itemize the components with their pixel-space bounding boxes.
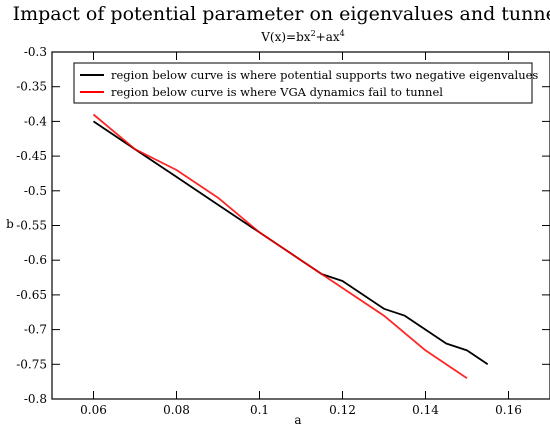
y-tick-label-3: -0.45 [16, 149, 47, 163]
series-line-1 [92, 113, 468, 379]
x-tick-label-5: 0.16 [495, 403, 522, 417]
subtitle-sup-1: 2 [311, 29, 316, 38]
y-tick-label-1: -0.35 [16, 80, 47, 94]
legend-label-0: region below curve is where potential su… [111, 68, 538, 82]
legend-box [73, 62, 533, 104]
plot-frame [51, 51, 550, 400]
y-tick-label-0: -0.3 [24, 45, 47, 59]
y-tick-label-5: -0.55 [16, 219, 47, 233]
chart-title: Impact of potential parameter on eigenva… [13, 3, 550, 25]
y-tick-label-9: -0.75 [16, 357, 47, 371]
y-tick-label-10: -0.8 [24, 392, 47, 406]
legend: region below curve is where potential su… [73, 62, 538, 104]
x-tick-label-3: 0.12 [329, 403, 356, 417]
x-tick-label-2: 0.1 [250, 403, 269, 417]
chart-subtitle: V(x)=bx2+ax4 [260, 29, 344, 44]
subtitle-middle: +ax [316, 30, 340, 44]
subtitle-prefix: V(x)=bx [260, 30, 311, 44]
subtitle-sup-2: 4 [340, 29, 345, 38]
y-tick-label-6: -0.6 [24, 253, 47, 267]
x-tick-label-0: 0.06 [80, 403, 107, 417]
y-tick-label-2: -0.4 [24, 114, 48, 128]
y-tick-label-8: -0.7 [24, 323, 47, 337]
x-axis-label: a [294, 413, 301, 427]
y-tick-label-7: -0.65 [16, 288, 47, 302]
x-tick-label-4: 0.14 [412, 403, 439, 417]
y-tick-label-4: -0.5 [24, 184, 47, 198]
x-tick-label-1: 0.08 [163, 403, 190, 417]
y-axis-label: b [6, 217, 14, 231]
legend-label-1: region below curve is where VGA dynamics… [111, 85, 443, 99]
